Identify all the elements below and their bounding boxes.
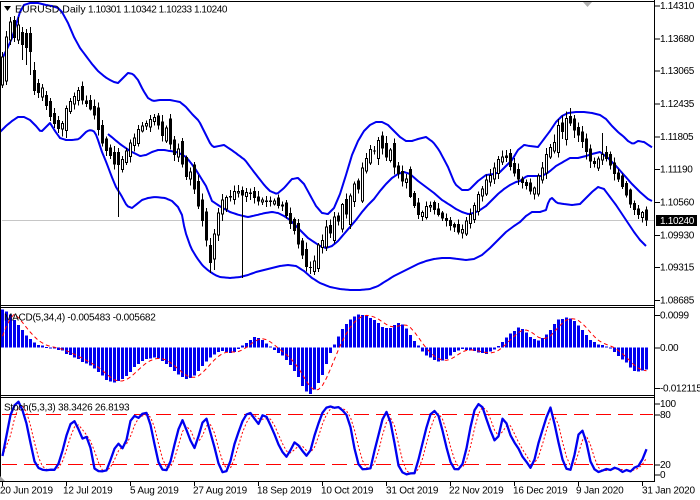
svg-text:1.09930: 1.09930 <box>660 230 695 241</box>
svg-text:1.13065: 1.13065 <box>660 66 695 77</box>
svg-text:1.14310: 1.14310 <box>660 1 695 12</box>
svg-text:20: 20 <box>660 460 671 471</box>
svg-text:10 Oct 2019: 10 Oct 2019 <box>321 486 374 497</box>
svg-text:0.00: 0.00 <box>660 343 679 354</box>
svg-text:18 Sep 2019: 18 Sep 2019 <box>257 486 312 497</box>
svg-text:80: 80 <box>660 410 671 421</box>
svg-text:1.10240: 1.10240 <box>660 216 695 227</box>
svg-text:16 Dec 2019: 16 Dec 2019 <box>513 486 568 497</box>
svg-text:9 Jan 2020: 9 Jan 2020 <box>576 486 624 497</box>
svg-text:1.10301 1.10342 1.10233 1.1024: 1.10301 1.10342 1.10233 1.10240 <box>88 5 228 16</box>
svg-text:1.12435: 1.12435 <box>660 99 695 110</box>
svg-text:EURUSD,Daily: EURUSD,Daily <box>15 4 86 16</box>
svg-text:1.10560: 1.10560 <box>660 197 695 208</box>
svg-text:1.11190: 1.11190 <box>660 164 693 175</box>
svg-text:1.13680: 1.13680 <box>660 34 695 45</box>
svg-text:1.09315: 1.09315 <box>660 263 695 274</box>
svg-text:-0.012115: -0.012115 <box>660 384 700 395</box>
svg-text:1.08685: 1.08685 <box>660 296 695 307</box>
svg-text:0: 0 <box>660 470 666 481</box>
svg-text:100: 100 <box>660 399 677 410</box>
svg-text:1.11805: 1.11805 <box>660 132 694 143</box>
svg-text:Stoch(5,3,3) 38.3426 26.8193: Stoch(5,3,3) 38.3426 26.8193 <box>4 403 130 414</box>
svg-text:5 Aug 2019: 5 Aug 2019 <box>130 486 179 497</box>
svg-text:0.0099: 0.0099 <box>660 311 690 322</box>
svg-text:22 Nov 2019: 22 Nov 2019 <box>449 486 504 497</box>
svg-text:31 Jan 2020: 31 Jan 2020 <box>642 486 695 497</box>
svg-text:27 Aug 2019: 27 Aug 2019 <box>193 486 248 497</box>
svg-text:MACD(5,34,4) -0.005483 -0.0056: MACD(5,34,4) -0.005483 -0.005682 <box>4 313 156 324</box>
svg-text:12 Jul 2019: 12 Jul 2019 <box>63 486 113 497</box>
svg-text:31 Oct 2019: 31 Oct 2019 <box>386 486 439 497</box>
svg-text:20 Jun 2019: 20 Jun 2019 <box>0 486 53 497</box>
